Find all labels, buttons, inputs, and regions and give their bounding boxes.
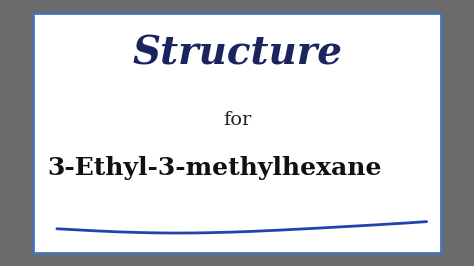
Bar [33,13,441,253]
Text: Structure: Structure [132,34,342,72]
Text: 3-Ethyl-3-methylhexane: 3-Ethyl-3-methylhexane [47,156,382,180]
Text: for: for [223,111,251,129]
